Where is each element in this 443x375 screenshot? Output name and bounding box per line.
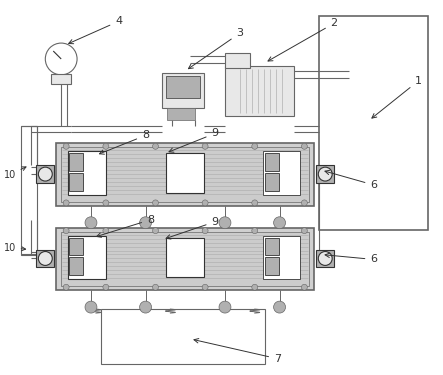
Circle shape	[301, 284, 307, 290]
Text: 7: 7	[194, 339, 281, 364]
Text: 9: 9	[166, 217, 218, 239]
Circle shape	[103, 228, 109, 234]
Bar	[264, 238, 279, 255]
Circle shape	[39, 167, 52, 181]
Bar	[264, 153, 279, 171]
Bar	[61, 232, 309, 286]
Text: 2: 2	[268, 18, 338, 61]
Text: 6: 6	[325, 253, 377, 264]
Text: 8: 8	[97, 215, 154, 237]
Circle shape	[103, 200, 109, 206]
Circle shape	[202, 228, 208, 234]
Bar	[51, 74, 71, 84]
Circle shape	[252, 228, 258, 234]
Circle shape	[202, 200, 208, 206]
Bar	[263, 151, 300, 195]
Circle shape	[152, 200, 159, 206]
Text: 8: 8	[100, 130, 149, 154]
Bar	[319, 16, 428, 229]
Bar	[22, 126, 37, 255]
Circle shape	[202, 284, 208, 290]
Bar	[36, 249, 54, 267]
Text: 10: 10	[4, 167, 26, 180]
Bar	[68, 151, 106, 195]
Text: 10: 10	[4, 243, 26, 252]
Circle shape	[45, 43, 77, 75]
Circle shape	[301, 200, 307, 206]
Circle shape	[318, 252, 332, 266]
Bar	[316, 165, 334, 183]
Bar	[167, 76, 200, 98]
Bar	[264, 173, 279, 191]
Circle shape	[39, 252, 52, 266]
Circle shape	[152, 143, 159, 149]
Circle shape	[274, 217, 286, 229]
Circle shape	[318, 167, 332, 181]
Circle shape	[252, 200, 258, 206]
Text: 1: 1	[372, 76, 422, 118]
Text: 3: 3	[188, 28, 243, 69]
Bar	[69, 173, 83, 191]
Bar	[264, 258, 279, 275]
Bar	[101, 309, 264, 364]
Circle shape	[252, 284, 258, 290]
Bar	[69, 153, 83, 171]
Bar	[56, 228, 314, 290]
Circle shape	[274, 301, 286, 313]
Bar	[225, 66, 295, 116]
Bar	[167, 153, 204, 193]
Bar	[263, 236, 300, 279]
Circle shape	[63, 284, 69, 290]
Circle shape	[219, 217, 231, 229]
Circle shape	[85, 217, 97, 229]
Text: 4: 4	[69, 16, 122, 44]
Circle shape	[103, 143, 109, 149]
Circle shape	[103, 284, 109, 290]
Circle shape	[301, 143, 307, 149]
Bar	[61, 147, 309, 202]
Bar	[56, 143, 314, 206]
Circle shape	[252, 143, 258, 149]
Circle shape	[140, 301, 152, 313]
Circle shape	[152, 228, 159, 234]
Circle shape	[63, 200, 69, 206]
Bar	[69, 238, 83, 255]
Circle shape	[152, 284, 159, 290]
Circle shape	[202, 143, 208, 149]
Circle shape	[219, 301, 231, 313]
Bar	[69, 258, 83, 275]
Bar	[225, 53, 250, 68]
Bar	[167, 108, 195, 120]
Bar	[36, 165, 54, 183]
Circle shape	[63, 143, 69, 149]
Text: 6: 6	[325, 170, 377, 190]
Bar	[316, 249, 334, 267]
Circle shape	[85, 301, 97, 313]
Circle shape	[301, 228, 307, 234]
Circle shape	[63, 228, 69, 234]
Text: 9: 9	[169, 128, 218, 152]
Circle shape	[140, 217, 152, 229]
Bar	[68, 236, 106, 279]
Bar	[167, 238, 204, 278]
Bar	[163, 73, 204, 108]
